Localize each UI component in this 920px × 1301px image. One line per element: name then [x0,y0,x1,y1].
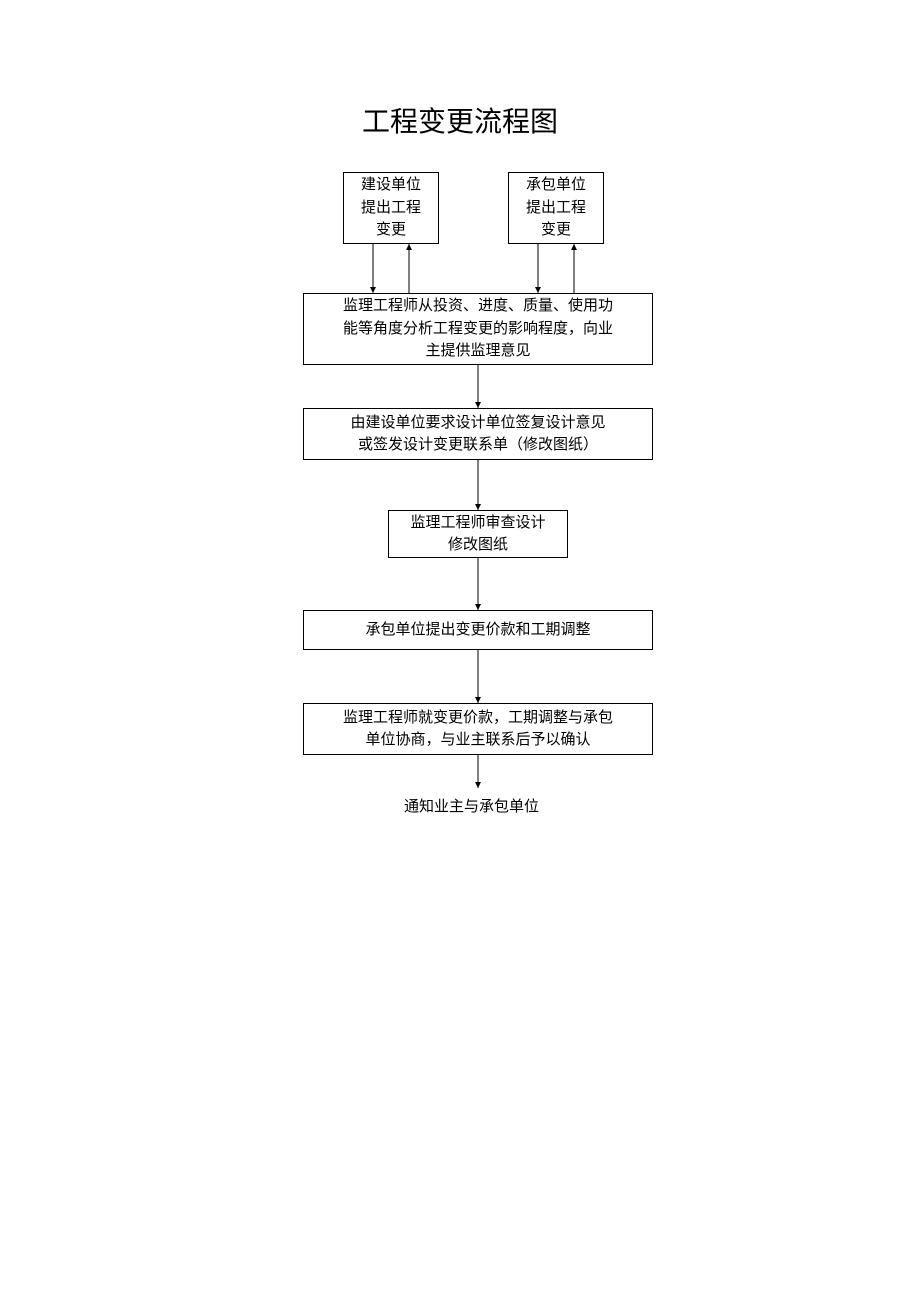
node-text-line: 建设单位 [361,174,421,197]
node-text-line: 能等角度分析工程变更的影响程度，向业 [343,318,613,341]
node-text-line: 监理工程师就变更价款，工期调整与承包 [343,707,613,730]
node-text-line: 或签发设计变更联系单（修改图纸） [358,434,598,457]
node-design-opinion: 由建设单位要求设计单位签复设计意见或签发设计变更联系单（修改图纸） [303,408,653,460]
flow-edges [0,0,920,1301]
node-supervisor-analysis: 监理工程师从投资、进度、质量、使用功能等角度分析工程变更的影响程度，向业主提供监… [303,293,653,365]
node-text-line: 承包单位 [526,174,586,197]
node-supervisor-negotiate: 监理工程师就变更价款，工期调整与承包单位协商，与业主联系后予以确认 [303,703,653,755]
node-text-line: 提出工程 [361,197,421,220]
node-text-line: 变更 [541,219,571,242]
label-notify: 通知业主与承包单位 [404,795,539,816]
node-text-line: 单位协商，与业主联系后予以确认 [365,729,590,752]
node-text-line: 修改图纸 [448,534,508,557]
node-construction-unit: 建设单位提出工程变更 [343,172,439,244]
node-contractor-price: 承包单位提出变更价款和工期调整 [303,610,653,650]
node-text-line: 变更 [376,219,406,242]
node-text-line: 主提供监理意见 [425,340,530,363]
node-text-line: 提出工程 [526,197,586,220]
node-text-line: 由建设单位要求设计单位签复设计意见 [350,412,605,435]
node-contractor-unit: 承包单位提出工程变更 [508,172,604,244]
page-title: 工程变更流程图 [0,100,920,140]
node-text-line: 监理工程师从投资、进度、质量、使用功 [343,295,613,318]
node-text-line: 承包单位提出变更价款和工期调整 [365,619,590,642]
node-supervisor-review: 监理工程师审查设计修改图纸 [388,510,568,558]
node-text-line: 监理工程师审查设计 [410,512,545,535]
